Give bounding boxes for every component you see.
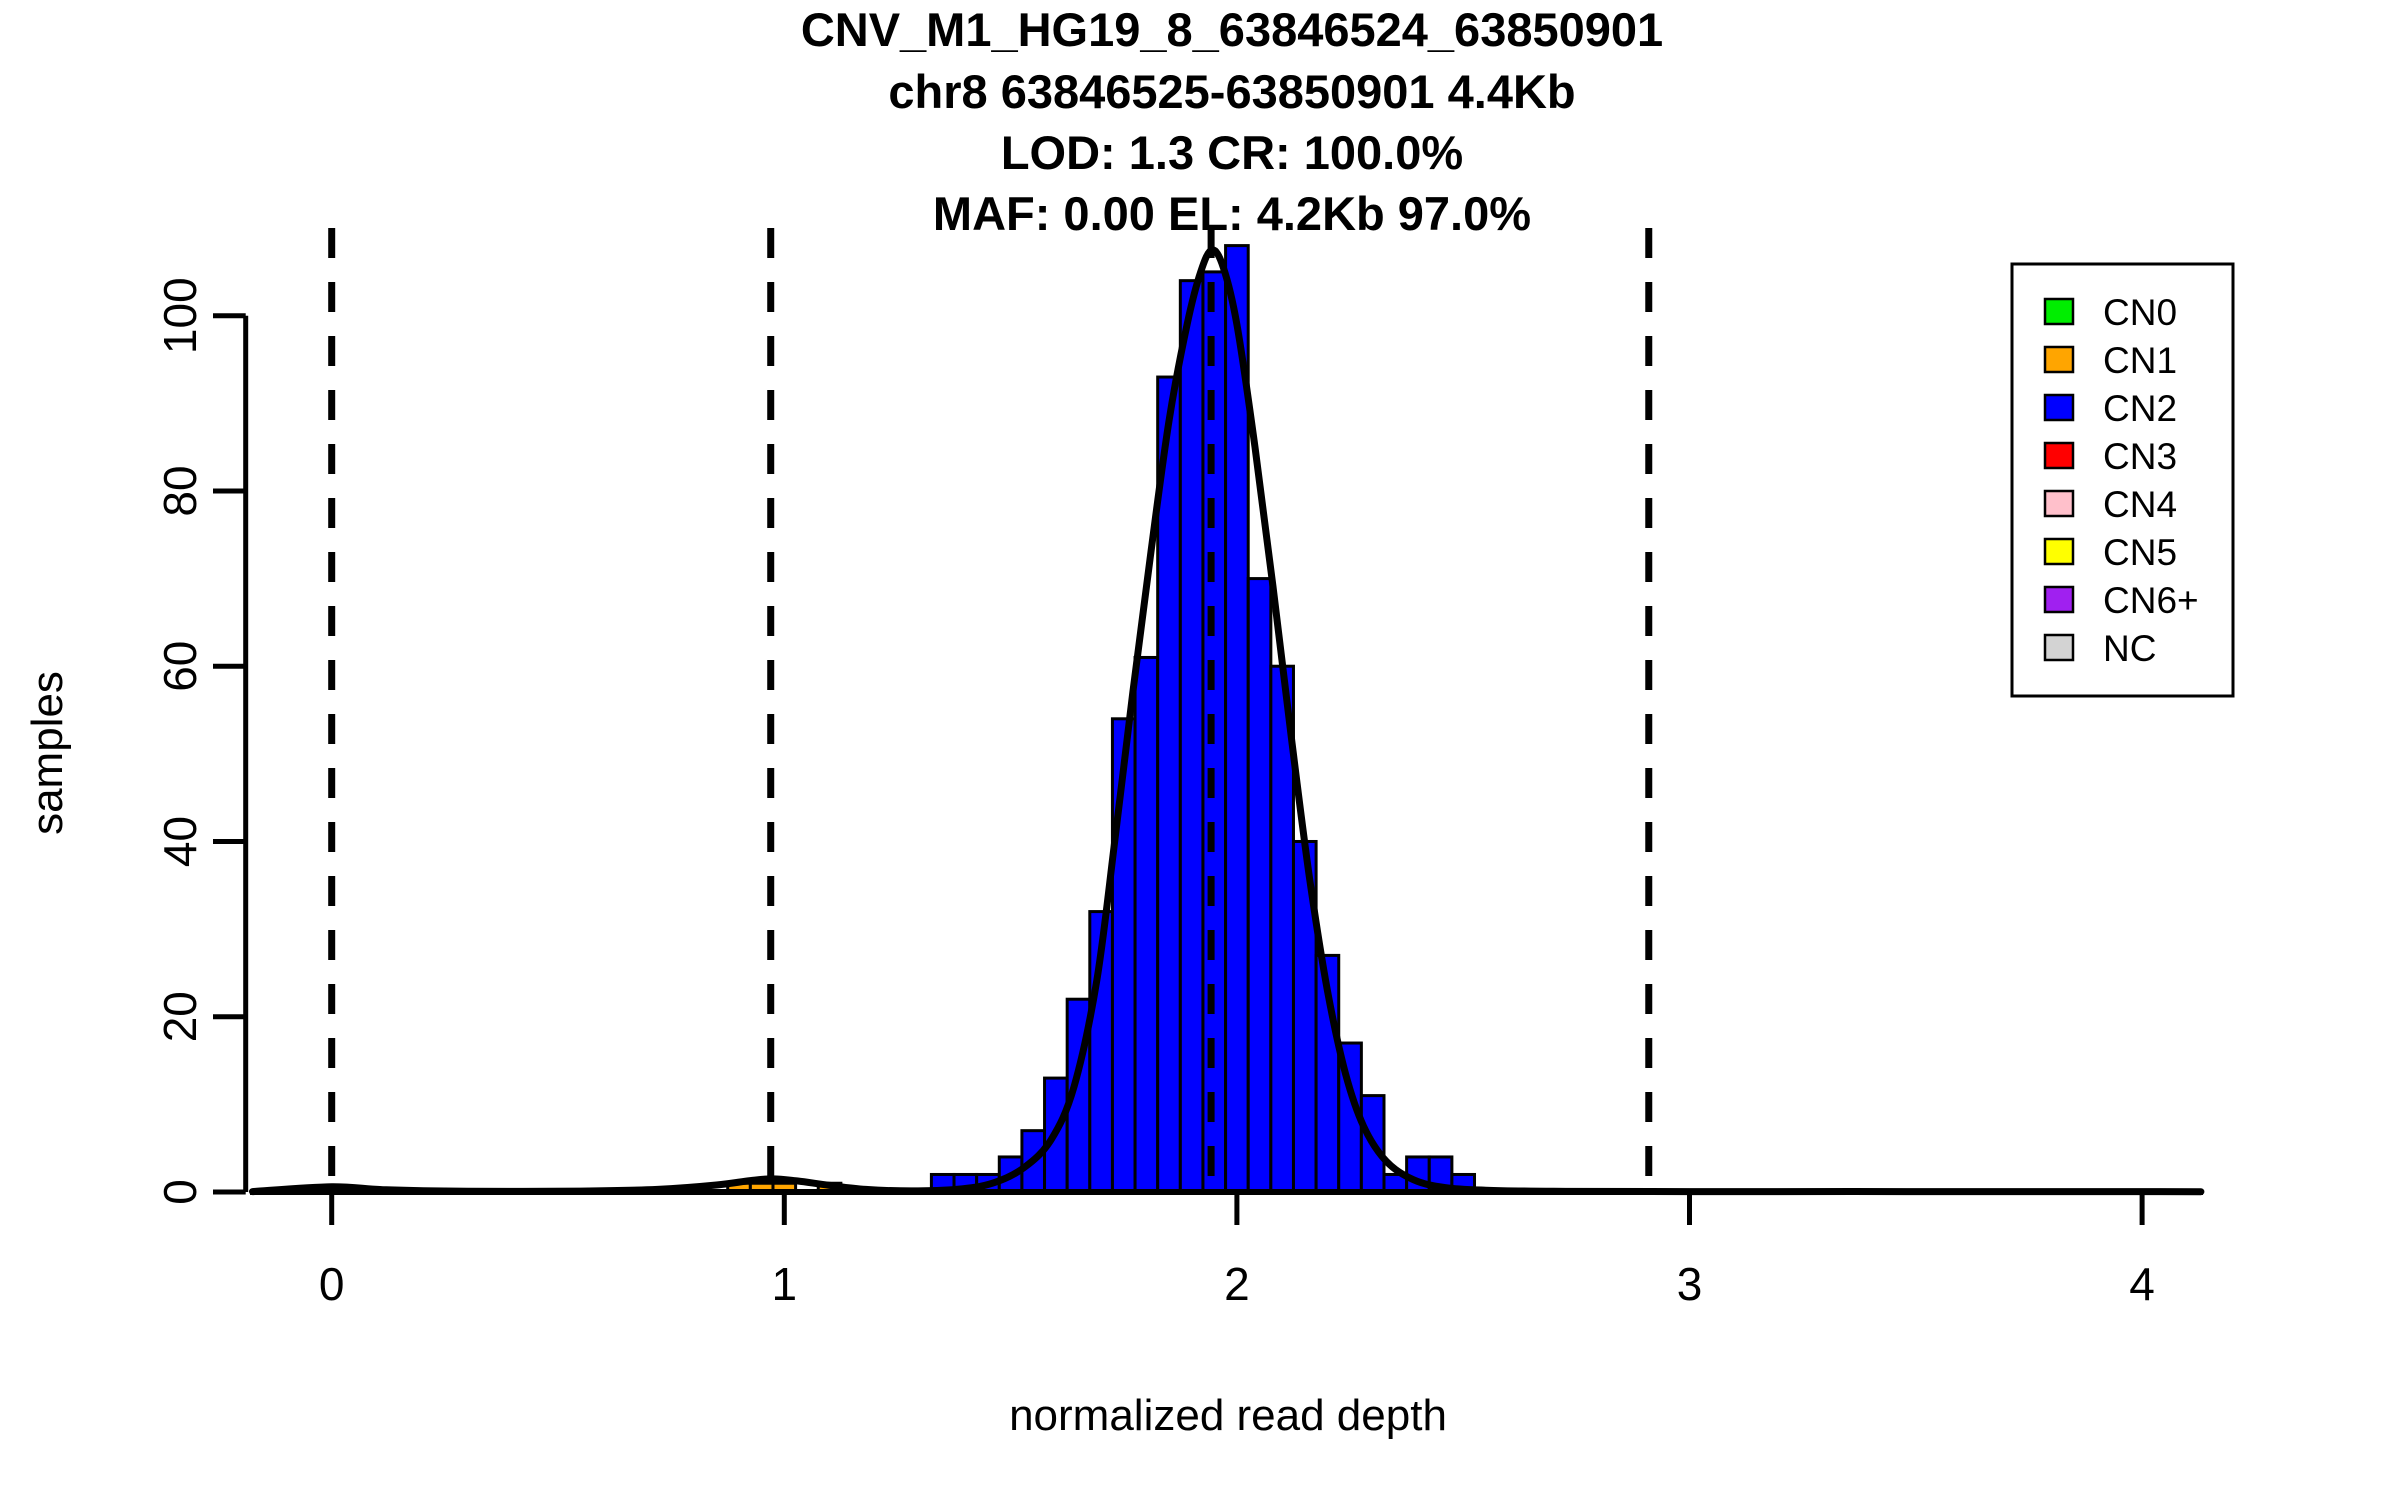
y-axis: 0 20 40 60 80 100: [154, 277, 249, 1205]
chart-title-line-3: LOD: 1.3 CR: 100.0%: [1001, 126, 1463, 179]
legend-item-CN4: CN4: [2043, 484, 2177, 525]
legend-entry-label: CN0: [2103, 292, 2177, 333]
chart-title-line-1: CNV_M1_HG19_8_63846524_63850901: [801, 3, 1663, 56]
legend-swatch: [2043, 585, 2075, 614]
legend-entry-label: CN2: [2103, 388, 2177, 429]
legend-entry-label: CN5: [2103, 532, 2177, 573]
legend-item-CN1: CN1: [2043, 340, 2177, 381]
y-tick-label: 0: [154, 1179, 206, 1205]
x-tick-label: 4: [2129, 1258, 2155, 1310]
legend-swatch: [2043, 345, 2075, 374]
legend-swatch: [2043, 393, 2075, 422]
histogram-bar: [1133, 655, 1160, 1194]
x-tick-label: 0: [319, 1258, 345, 1310]
y-axis-title: samples: [23, 671, 72, 835]
x-tick-label: 1: [772, 1258, 798, 1310]
legend-item-CN3: CN3: [2043, 436, 2177, 477]
legend-item-CN6plus: CN6+: [2043, 580, 2199, 621]
legend-swatch: [2043, 297, 2075, 326]
legend-item-NC: NC: [2043, 628, 2156, 669]
x-tick-label: 3: [1677, 1258, 1703, 1310]
legend-item-CN2: CN2: [2043, 388, 2177, 429]
histogram-bar: [1178, 279, 1205, 1194]
legend-item-CN0: CN0: [2043, 292, 2177, 333]
y-tick-label: 60: [154, 641, 206, 692]
legend-entry-label: CN1: [2103, 340, 2177, 381]
legend-item-CN5: CN5: [2043, 532, 2177, 573]
legend-swatch: [2043, 489, 2075, 518]
x-axis: 0 1 2 3 4: [319, 1192, 2155, 1310]
legend-entry-label: CN6+: [2103, 580, 2199, 621]
gaussian-fit-curve: [249, 246, 2205, 1196]
legend: CN0 CN1 CN2 CN3 CN4 CN5 CN6+ NC: [2010, 262, 2235, 698]
y-tick-label: 20: [154, 991, 206, 1042]
legend-entry-label: CN4: [2103, 484, 2177, 525]
legend-entry-label: NC: [2103, 628, 2156, 669]
legend-box: [2010, 262, 2235, 698]
fit-curve: [249, 246, 2205, 1196]
y-tick-label: 100: [154, 277, 206, 354]
legend-swatch: [2043, 441, 2075, 470]
histogram-bar: [1246, 577, 1273, 1194]
chart-title-line-4: MAF: 0.00 EL: 4.2Kb 97.0%: [933, 187, 1531, 240]
y-tick-label: 80: [154, 465, 206, 516]
chart-title-line-2: chr8 63846525-63850901 4.4Kb: [888, 65, 1575, 118]
x-tick-label: 2: [1224, 1258, 1250, 1310]
legend-entry-label: CN3: [2103, 436, 2177, 477]
chart-title: CNV_M1_HG19_8_63846524_63850901 chr8 638…: [801, 3, 1663, 240]
legend-swatch: [2043, 633, 2075, 662]
x-axis-title: normalized read depth: [1009, 1391, 1447, 1440]
y-tick-label: 40: [154, 816, 206, 867]
legend-swatch: [2043, 537, 2075, 566]
